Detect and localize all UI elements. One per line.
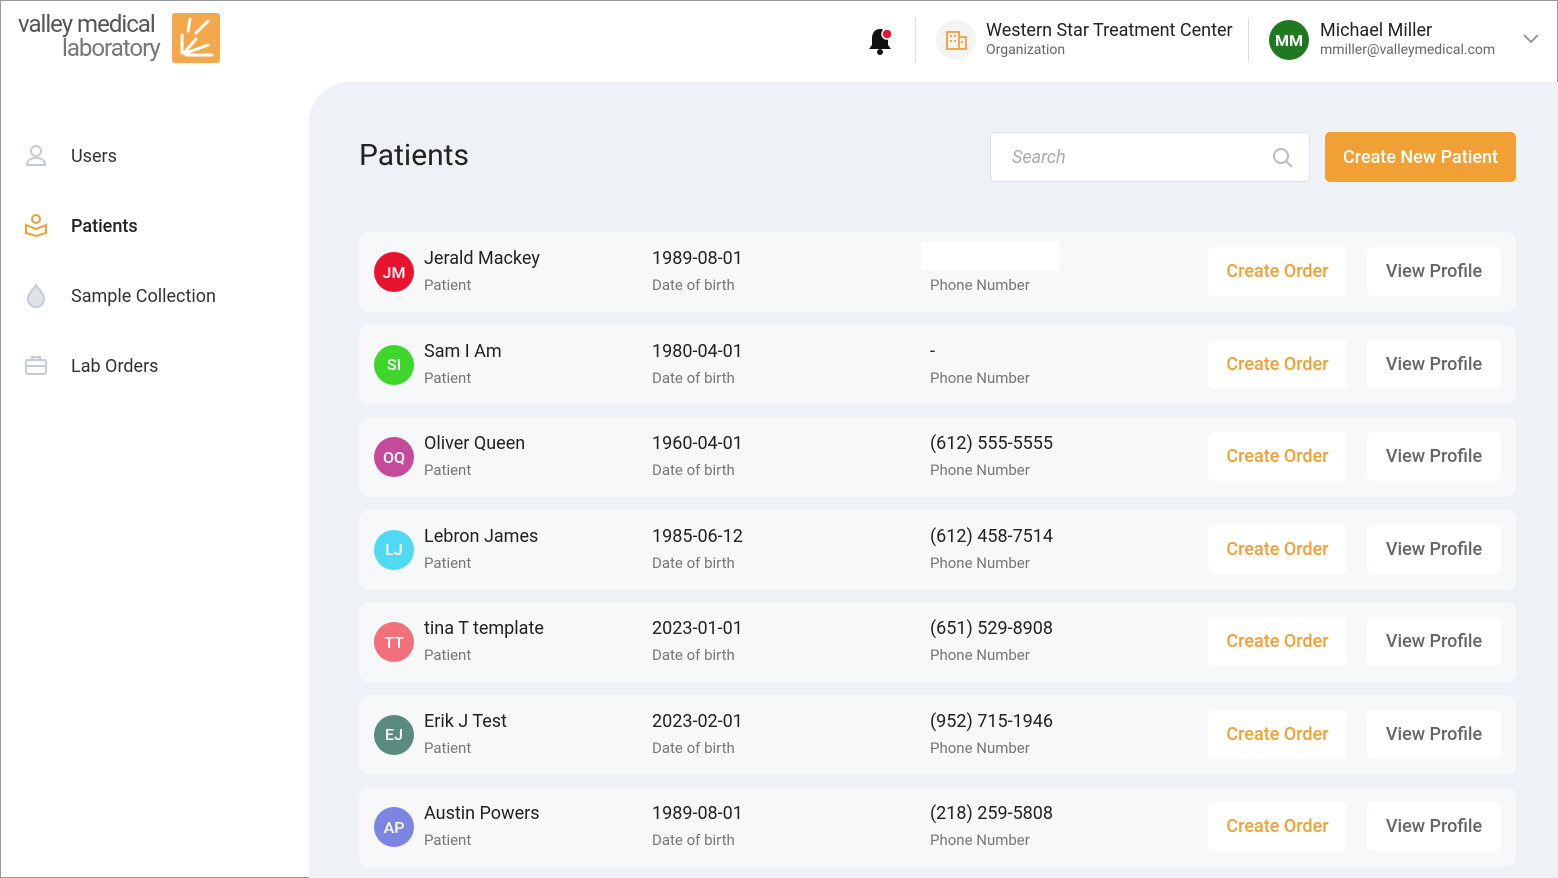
logo-text: valley medical laboratory: [18, 12, 168, 60]
patient-row: OQ Oliver Queen Patient 1960-04-01 Date of b…: [359, 417, 1516, 497]
create-order-button[interactable]: Create Order: [1208, 247, 1347, 296]
nav-icon: [26, 283, 46, 308]
nav-icon: [25, 356, 47, 375]
role-label: Patient: [424, 276, 472, 294]
org-icon: [936, 20, 976, 60]
phone: (651) 529-8908: [930, 618, 1054, 639]
patient-row: AP Austin Powers Patient 1989-08-01 Date of …: [359, 787, 1516, 867]
logo-line: valley medical: [18, 10, 156, 38]
create-order-button[interactable]: Create Order: [1208, 802, 1347, 851]
avatar: OQ: [374, 437, 414, 477]
phone-label: Phone Number: [930, 738, 1030, 757]
user-email: mmiller@valleymedical.com: [1320, 42, 1496, 58]
view-profile-button[interactable]: View Profile: [1367, 802, 1501, 851]
divider: [1248, 18, 1249, 62]
role-label: Patient: [424, 368, 472, 387]
dob: 1960-04-01: [652, 433, 743, 454]
dob: 1989-08-01: [652, 248, 743, 269]
dob-label: Date of birth: [652, 461, 735, 479]
view-profile-button[interactable]: View Profile: [1367, 339, 1501, 389]
phone-label: Phone Number: [930, 461, 1030, 479]
dob-label: Date of birth: [652, 553, 735, 572]
phone: (218) 259-5808: [930, 803, 1054, 824]
create-order-button[interactable]: Create Order: [1208, 617, 1347, 666]
logo-icon: [172, 13, 220, 63]
user-avatar: MM: [1269, 20, 1309, 60]
user-name: Michael Miller: [1320, 20, 1433, 41]
patient-row: JM Jerald Mackey Patient 1989-08-01 Date of …: [359, 232, 1516, 312]
dob-label: Date of birth: [652, 738, 735, 757]
dob: 2023-02-01: [652, 710, 743, 732]
nav-icon: [25, 214, 47, 238]
patient-row: SI Sam I Am Patient 1980-04-01 Date of birth…: [359, 324, 1516, 405]
patient-name: Lebron James: [424, 525, 539, 547]
create-order-button[interactable]: Create Order: [1208, 339, 1347, 389]
avatar: JM: [374, 252, 414, 292]
dob-label: Date of birth: [652, 646, 735, 664]
nav-item[interactable]: Patients: [0, 201, 300, 251]
patient-name: Jerald Mackey: [424, 248, 540, 269]
search-box[interactable]: Search: [990, 132, 1310, 182]
notification-bell[interactable]: [866, 26, 896, 56]
dob-label: Date of birth: [652, 276, 735, 294]
avatar: AP: [374, 807, 414, 847]
phone: (612) 458-7514: [930, 525, 1054, 547]
patient-row: LJ Lebron James Patient 1985-06-12 Date of b…: [359, 509, 1516, 590]
phone-label: Phone Number: [930, 831, 1030, 849]
patient-name: Oliver Queen: [424, 433, 526, 454]
role-label: Patient: [424, 553, 472, 572]
phone-label: Phone Number: [930, 276, 1030, 294]
role-label: Patient: [424, 646, 472, 664]
dob: 1989-08-01: [652, 803, 743, 824]
nav-item[interactable]: Users: [0, 131, 300, 181]
patient-row: TT tina T template Patient 2023-01-01 Date o…: [359, 602, 1516, 682]
page-title: Patients: [359, 138, 469, 173]
search-icon: [1273, 148, 1293, 168]
patient-name: tina T template: [424, 618, 544, 639]
patient-name: Sam I Am: [424, 340, 502, 362]
divider: [915, 18, 916, 62]
avatar: SI: [374, 344, 414, 385]
patient-name: Erik J Test: [424, 710, 507, 732]
avatar: LJ: [374, 529, 414, 570]
nav-icon: [25, 145, 47, 166]
phone-label: Phone Number: [930, 368, 1030, 387]
view-profile-button[interactable]: View Profile: [1367, 709, 1501, 759]
view-profile-button[interactable]: View Profile: [1367, 524, 1501, 574]
phone-redacted: [921, 242, 1060, 270]
view-profile-button[interactable]: View Profile: [1367, 432, 1501, 481]
phone-label: Phone Number: [930, 553, 1030, 572]
org-name: Western Star Treatment Center: [986, 20, 1233, 41]
dob: 1980-04-01: [652, 340, 743, 362]
role-label: Patient: [424, 738, 472, 757]
create-order-button[interactable]: Create Order: [1208, 524, 1347, 574]
role-label: Patient: [424, 461, 472, 479]
user-menu-chevron[interactable]: [1522, 32, 1540, 46]
dob-label: Date of birth: [652, 831, 735, 849]
search-placeholder: Search: [1012, 147, 1066, 168]
phone-label: Phone Number: [930, 646, 1030, 664]
role-label: Patient: [424, 831, 472, 849]
patient-name: Austin Powers: [424, 803, 540, 824]
avatar: TT: [374, 622, 414, 662]
avatar: EJ: [374, 714, 414, 755]
org-label: Organization: [986, 42, 1066, 58]
view-profile-button[interactable]: View Profile: [1367, 247, 1501, 296]
dob: 1985-06-12: [652, 525, 743, 547]
phone: (952) 715-1946: [930, 710, 1054, 732]
dob: 2023-01-01: [652, 618, 743, 639]
create-order-button[interactable]: Create Order: [1208, 709, 1347, 759]
patient-row: EJ Erik J Test Patient 2023-02-01 Date of bi…: [359, 694, 1516, 775]
dob-label: Date of birth: [652, 368, 735, 387]
nav-item[interactable]: Lab Orders: [0, 341, 300, 391]
nav-item[interactable]: Sample Collection: [0, 271, 300, 321]
view-profile-button[interactable]: View Profile: [1367, 617, 1501, 666]
create-patient-button[interactable]: Create New Patient: [1325, 132, 1516, 182]
create-order-button[interactable]: Create Order: [1208, 432, 1347, 481]
phone: -: [930, 340, 935, 362]
logo-line: laboratory: [62, 34, 161, 62]
phone: (612) 555-5555: [930, 433, 1054, 454]
